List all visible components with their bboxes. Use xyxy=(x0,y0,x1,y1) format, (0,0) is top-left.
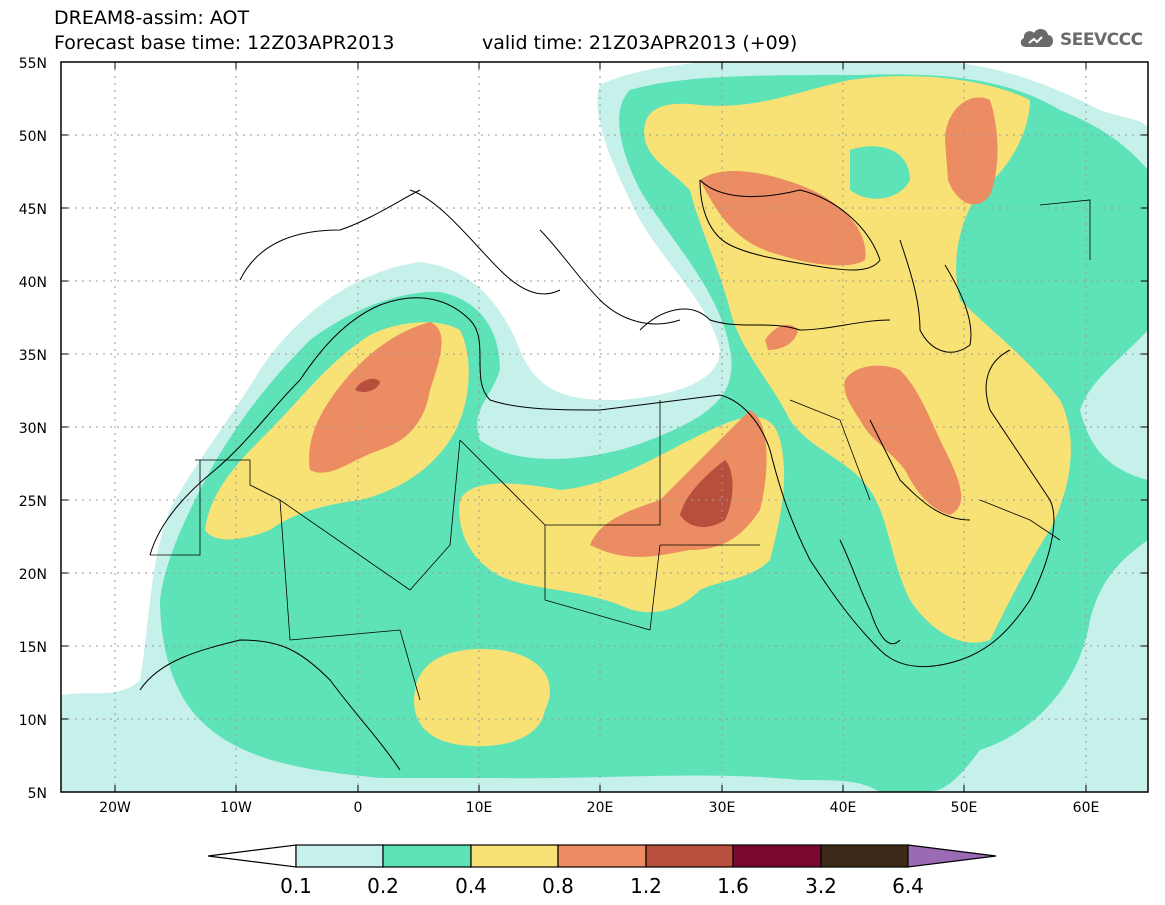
colorbar-segment-4 xyxy=(645,844,734,868)
colorbar-label-3: 0.8 xyxy=(542,874,574,898)
lat-label-30n: 30N xyxy=(19,421,47,437)
lat-label-55n: 55N xyxy=(19,56,47,72)
lon-label-40e: 40E xyxy=(830,800,857,816)
coastlines xyxy=(139,179,1055,771)
lon-label-30e: 30E xyxy=(709,800,736,816)
colorbar-segment-3 xyxy=(557,844,647,868)
lon-label-20w: 20W xyxy=(99,800,131,816)
forecast-base-time: Forecast base time: 12Z03APR2013 xyxy=(54,32,395,54)
cloud-icon xyxy=(1018,25,1056,55)
lat-label-20n: 20N xyxy=(19,567,47,583)
lon-label-20e: 20E xyxy=(587,800,614,816)
colorbar-segment-5 xyxy=(732,844,822,868)
lat-label-50n: 50N xyxy=(19,129,47,145)
map-title: DREAM8-assim: AOT xyxy=(54,7,250,29)
lat-label-40n: 40N xyxy=(19,275,47,291)
logo-text: SEEVCCC xyxy=(1060,30,1143,50)
lat-label-10n: 10N xyxy=(19,713,47,729)
colorbar-segment-1 xyxy=(382,844,472,868)
lat-label-25n: 25N xyxy=(19,494,47,510)
colorbar-high-triangle xyxy=(907,844,997,868)
aot-contour-0.4-north xyxy=(850,146,910,199)
colorbar-label-4: 1.2 xyxy=(630,874,662,898)
colorbar-low-triangle xyxy=(207,844,297,868)
lat-label-45n: 45N xyxy=(19,202,47,218)
lon-label-10w: 10W xyxy=(220,800,252,816)
aot-contour-0.4-sahel xyxy=(414,649,550,747)
lon-label-50e: 50E xyxy=(951,800,978,816)
colorbar-labels: 0.1 0.2 0.4 0.8 1.2 1.6 3.2 6.4 xyxy=(280,874,924,898)
colorbar-label-5: 1.6 xyxy=(717,874,749,898)
aot-contour-0.8-west xyxy=(309,322,442,473)
latitude-labels: 55N 50N 45N 40N 35N 30N 25N 20N 15N 10N … xyxy=(19,56,47,802)
colorbar-segment-6 xyxy=(820,844,909,868)
country-borders xyxy=(150,199,1091,701)
axis-ticks xyxy=(61,61,1148,793)
lat-label-15n: 15N xyxy=(19,640,47,656)
lat-label-5n: 5N xyxy=(28,786,47,802)
colorbar-segment-0 xyxy=(295,844,384,868)
colorbar-label-0: 0.1 xyxy=(280,874,312,898)
lon-label-10e: 10E xyxy=(466,800,493,816)
aot-contour-0.8-blacksea xyxy=(700,170,866,266)
lat-label-35n: 35N xyxy=(19,348,47,364)
longitude-labels: 20W 10W 0 10E 20E 30E 40E 50E 60E xyxy=(99,800,1099,816)
colorbar-segment-2 xyxy=(470,844,559,868)
aot-contour-0.8-iraq xyxy=(844,365,962,515)
lon-label-0: 0 xyxy=(354,800,363,816)
aot-contour-1.2-west xyxy=(355,378,380,393)
colorbar-label-1: 0.2 xyxy=(367,874,399,898)
colorbar-label-6: 3.2 xyxy=(805,874,837,898)
seevccc-logo: SEEVCCC xyxy=(1018,25,1143,55)
colorbar-label-7: 6.4 xyxy=(892,874,924,898)
colorbar xyxy=(207,844,997,868)
colorbar-label-2: 0.4 xyxy=(455,874,487,898)
aot-contour-field xyxy=(61,62,1148,792)
lon-label-60e: 60E xyxy=(1073,800,1100,816)
aot-contour-1.2-nile xyxy=(680,460,733,527)
aot-contour-0.8-caspian xyxy=(945,97,998,205)
valid-time: valid time: 21Z03APR2013 (+09) xyxy=(482,32,798,54)
aot-contour-0.8-syria xyxy=(765,324,798,350)
